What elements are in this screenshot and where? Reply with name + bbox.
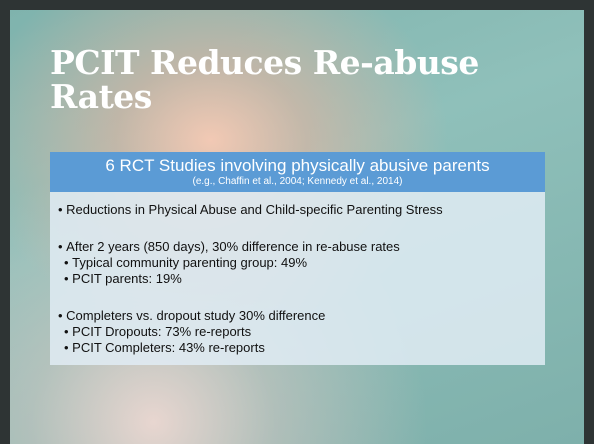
box-heading: 6 RCT Studies involving physically abusi… xyxy=(105,156,490,175)
bullet: Reductions in Physical Abuse and Child-s… xyxy=(66,202,443,217)
content-box: 6 RCT Studies involving physically abusi… xyxy=(50,152,545,365)
sub-bullet: Typical community parenting group: 49% xyxy=(58,255,537,271)
bullet-group: After 2 years (850 days), 30% difference… xyxy=(58,239,537,287)
bullet: Completers vs. dropout study 30% differe… xyxy=(66,308,326,323)
sub-bullet: PCIT parents: 19% xyxy=(58,271,537,287)
bullet: After 2 years (850 days), 30% difference… xyxy=(66,239,400,254)
sub-bullet: PCIT Dropouts: 73% re-reports xyxy=(58,324,537,340)
sub-bullet: PCIT Completers: 43% re-reports xyxy=(58,340,537,356)
slide-title: PCIT Reduces Re-abuse Rates xyxy=(50,43,479,116)
box-body: Reductions in Physical Abuse and Child-s… xyxy=(50,192,545,365)
citation: (e.g., Chaffin et al., 2004; Kennedy et … xyxy=(192,176,403,187)
bullet-group: Completers vs. dropout study 30% differe… xyxy=(58,308,537,356)
bullet-group: Reductions in Physical Abuse and Child-s… xyxy=(58,202,537,218)
box-header: 6 RCT Studies involving physically abusi… xyxy=(50,152,545,192)
